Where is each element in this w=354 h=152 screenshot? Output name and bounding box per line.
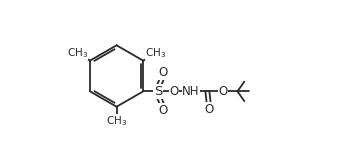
Text: NH: NH: [182, 85, 200, 98]
Text: S: S: [154, 85, 162, 98]
Text: O: O: [219, 85, 228, 98]
Text: O: O: [158, 104, 167, 117]
Text: CH$_3$: CH$_3$: [67, 47, 88, 60]
Text: O: O: [170, 85, 179, 98]
Text: O: O: [204, 103, 213, 116]
Text: CH$_3$: CH$_3$: [106, 114, 127, 128]
Text: O: O: [158, 66, 167, 79]
Text: CH$_3$: CH$_3$: [145, 47, 166, 60]
